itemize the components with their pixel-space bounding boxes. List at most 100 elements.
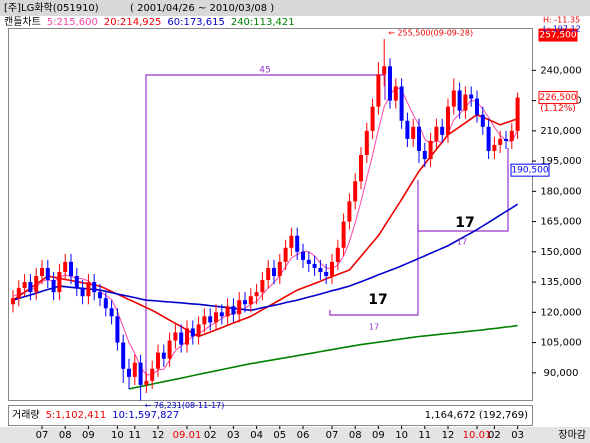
candle-body [69,261,73,277]
candle-body [150,368,155,381]
legend-entry: 60:173,615 [167,17,224,28]
candle-body [324,271,329,277]
drawing-label: 17 [457,238,467,247]
candle-body [469,94,474,99]
candle-body [370,106,375,131]
x-tick-label: 12 [152,430,165,441]
candle-body [243,300,247,305]
candle-body [283,247,288,262]
x-tick-label: 09 [372,430,385,441]
y-tick-label: 210,000 [540,126,581,137]
y-tick-label: 135,000 [540,277,581,288]
y-tick-label: 90,000 [544,368,579,379]
x-tick-label: 11 [128,430,141,441]
trend-drawing [145,74,386,385]
candle-body [492,144,497,151]
candle-body [225,306,230,317]
drawing-label: 17 [368,292,387,308]
candle-body [16,288,21,299]
y-tick-label: 195,000 [540,156,581,167]
x-tick-label: 04 [250,430,263,441]
candle-body [364,130,369,156]
candle-body [190,328,195,337]
candle-body [498,138,503,145]
candle-body [144,380,149,385]
candle-body [301,251,305,260]
candle-body [40,267,44,277]
candle-body [277,261,282,277]
candle-body [289,235,294,248]
period: ( 2001/04/26 ~ 2010/03/08 ) [130,3,274,14]
change-pct: (1.12%) [540,104,576,114]
candle-body [254,292,259,297]
candle-body [405,120,410,139]
volume-pane [8,405,533,426]
candle-body [51,280,56,293]
candle-body [260,280,265,293]
candle-body [45,267,50,281]
y-tick-label: 150,000 [540,247,581,258]
candle-body [237,300,242,315]
candle-body [457,90,462,111]
x-tick-label: 08 [349,430,362,441]
footer: 장마감 [558,429,586,441]
y-tick-label: 165,000 [540,217,581,228]
candle-body [219,312,224,317]
candle-body [34,276,39,293]
drawing-label: 17 [455,215,474,231]
x-tick-label: 09 [82,430,95,441]
price-box-label: 257,500 [539,31,576,41]
candle-body [382,66,387,75]
candle-body [509,130,514,141]
candle-body [475,98,479,115]
candle-body [515,97,520,131]
drawing-label: 17 [369,323,379,332]
candle-body [446,106,450,135]
candle-body [127,368,131,377]
candle-body [359,155,363,182]
volume-label: 거래량 [12,409,40,421]
chart-label: 캔들차트 [4,16,41,28]
candle-body [440,126,445,135]
x-tick-label: 02 [204,430,217,441]
x-tick-label: 10 [395,430,408,441]
candle-body [196,324,201,337]
candle-body [231,306,236,315]
x-tick-label: 10.01 [463,430,492,441]
legend-entry: 240:113,421 [231,17,295,28]
high-note: ← 255,500(09-09-28) [388,29,473,38]
x-tick-label: 02 [488,430,501,441]
plot-area [8,28,533,401]
candle-body [167,340,172,359]
volume-info: 1,164,672 (192,769) [425,410,528,421]
x-tick-label: 07 [326,430,339,441]
y-tick-label: 105,000 [540,338,581,349]
candle-body [353,181,358,202]
candle-body [98,292,102,299]
candle-body [341,221,346,248]
hl-label: H: -11.35 [543,16,580,25]
ma-line [128,324,518,390]
candle-body [103,298,108,309]
candle-body [214,312,218,323]
trend-drawing [417,148,509,232]
low-note: ← 76,231(08-11-17) [145,401,225,410]
price-box [538,28,578,42]
x-tick-label: 03 [511,430,524,441]
ma-line [12,113,518,338]
candle-body [115,316,120,343]
candle-body [272,267,276,277]
x-tick-label: 08 [59,430,72,441]
candle-body [306,259,311,264]
candle-body [376,74,381,107]
candle-body [388,66,392,101]
price-box-label: 190,500 [511,166,548,176]
candle-body [480,114,485,127]
candle-body [451,90,456,107]
x-tick-label: 10 [111,430,124,441]
candle-body [422,150,427,160]
candle-body [266,267,271,281]
candle-body [202,316,207,325]
candle-body [132,362,137,377]
legend-entry: 20:214,925 [104,17,161,28]
